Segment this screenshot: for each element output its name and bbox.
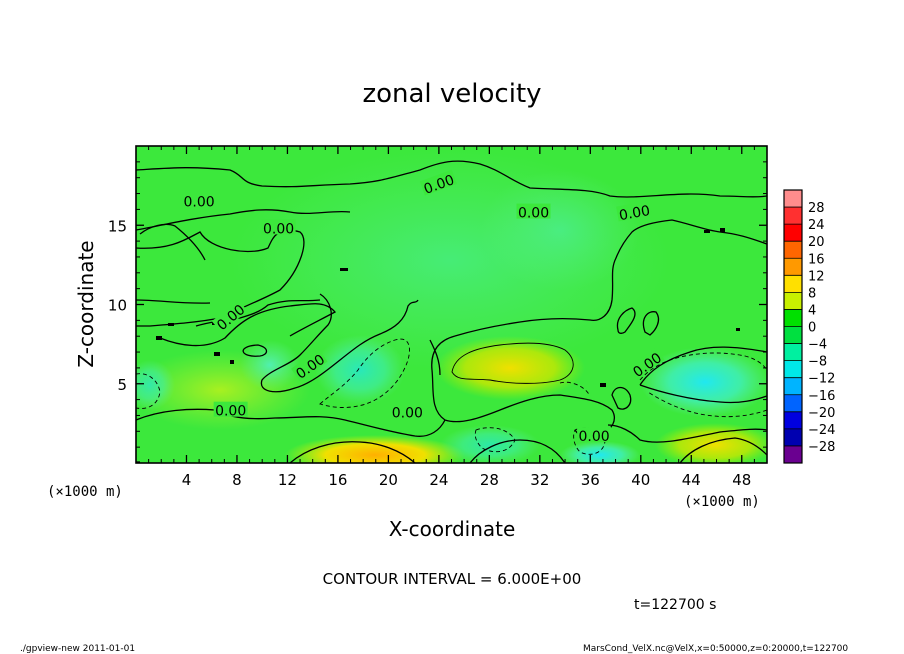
contour-label-bg [182,192,217,208]
x-tick-label: 16 [328,471,347,489]
contour-label: 0.00 [392,405,423,421]
island [230,360,234,364]
contour-label: 0.00 [184,194,215,210]
colorbar-label: −8 [808,355,827,370]
field-blob [560,441,640,463]
x-tick-label: 36 [581,471,600,489]
contour-interval-text: CONTOUR INTERVAL = 6.000E+00 [323,570,582,588]
colorbar-label: 12 [808,269,825,284]
y-axis: 5 10 15 [108,161,767,448]
footer-right: MarsCond_VelX.nc@VelX,x=0:50000,z=0:2000… [583,644,848,654]
contour-label-bg [261,219,296,235]
colorbar-label: 16 [808,252,825,267]
colorbar-swatch [784,394,802,413]
x-tick-label: 20 [379,471,398,489]
colorbar-swatch [784,428,802,447]
colorbar-label: −16 [808,389,835,404]
contour-lines-negative [136,338,767,455]
colorbar-label: −12 [808,372,835,387]
colorbar-label: −28 [808,440,835,455]
field-blob [136,360,175,410]
island [720,228,725,232]
field-blob [640,347,767,417]
colorbar-label: 0 [808,321,816,336]
x-tick-label: 12 [278,471,297,489]
contour-label-bg [291,349,328,381]
island [704,230,710,233]
colorbar-swatch [784,411,802,430]
x-unit-label-left: (×1000 m) [47,484,123,500]
colorbar-label: 20 [808,235,825,250]
colorbar-swatch [784,258,802,276]
island [156,336,162,340]
field-blob [440,425,540,463]
colorbar-swatch [784,445,802,464]
contour-label-bg [211,299,248,333]
field-blob [285,435,465,463]
contour-label-bg [516,203,551,219]
time-text: t=122700 s [634,597,716,613]
y-tick-label: 10 [108,297,127,315]
colorbar-label: 24 [808,218,825,233]
colorbar-label: −20 [808,406,835,421]
x-tick-label: 24 [429,471,448,489]
contour-labels: 0.000.000.000.00 0.000.000.000.00 0.000.00… [182,169,665,445]
island [736,328,740,331]
x-tick-label: 4 [182,471,192,489]
field-blob [480,170,640,290]
island [168,323,174,326]
x-axis: 4 8 12 16 20 24 28 32 36 40 44 48 [148,146,755,489]
colorbar-swatch [784,326,802,344]
contour-label: 0.00 [618,203,651,224]
island [214,352,220,356]
colorbar-label: 4 [808,303,816,318]
colorbar-label: −4 [808,338,827,353]
x-unit-label-right: (×1000 m) [684,494,760,510]
y-tick-label: 5 [117,376,127,394]
colorbar-swatch [784,377,802,396]
field-blob [315,335,405,405]
colorbar-swatch [784,241,802,259]
contour-label-bg [213,401,248,417]
contour-label-bg [419,169,457,196]
x-tick-label: 32 [530,471,549,489]
y-axis-title: Z-coordinate [74,240,98,367]
contour-label: 0.00 [263,221,294,237]
colorbar-swatch [784,190,802,208]
plot-area: 0.000.000.000.00 0.000.000.000.00 0.000.00… [136,146,767,463]
island [600,383,606,387]
contour-lines [136,160,767,463]
chart-title: zonal velocity [362,79,541,109]
colorbar-swatch [784,224,802,242]
y-tick-label: 15 [108,217,127,235]
colorbar-label: −24 [808,423,835,438]
contour-label-bg [616,200,653,222]
colorbar-swatch [784,360,802,378]
contour-label-bg [390,403,425,419]
colorbar-swatch [784,343,802,361]
field-blob [435,336,585,400]
x-tick-label: 48 [732,471,751,489]
x-tick-label: 44 [682,471,701,489]
island [340,268,348,271]
colorbar-swatch [784,275,802,293]
field-blob [240,340,300,390]
colorbar-swatch [784,292,802,310]
x-tick-label: 28 [480,471,499,489]
contour-label: 0.00 [579,429,610,445]
colorbar-swatch [784,207,802,225]
colorbar-label: 28 [808,201,825,216]
x-tick-label: 8 [232,471,242,489]
x-axis-title: X-coordinate [389,517,516,541]
colorbar-swatch [784,309,802,327]
contour-label-bg [628,347,665,380]
contour-label: 0.00 [215,404,246,420]
contour-label-bg [577,427,612,443]
x-tick-label: 40 [631,471,650,489]
contour-label: 0.00 [518,206,549,222]
colorbar-label: 8 [808,286,816,301]
colorbar: 28 24 20 16 12 8 4 0 −4 −8 −12 −16 −20 −24 −28 [783,189,835,464]
footer-left: ./gpview-new 2011-01-01 [20,644,135,654]
